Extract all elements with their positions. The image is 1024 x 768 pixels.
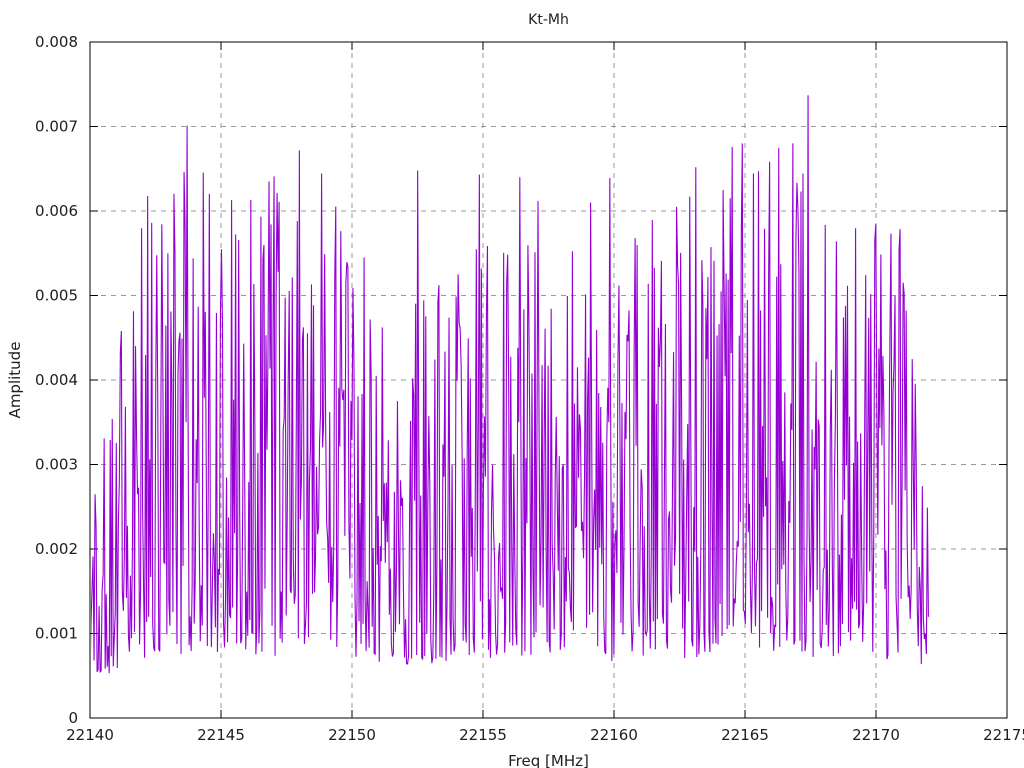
chart-title: Kt-Mh — [528, 12, 569, 28]
y-axis-title: Amplitude — [6, 342, 24, 419]
y-tick-label: 0 — [68, 709, 78, 727]
y-tick-label: 0.006 — [35, 202, 78, 220]
y-tick-label: 0.002 — [35, 540, 78, 558]
data-series-kt-mh — [91, 95, 929, 674]
x-tick-label: 22160 — [590, 726, 638, 744]
y-tick-label: 0.008 — [35, 33, 78, 51]
y-tick-label: 0.007 — [35, 118, 78, 136]
x-tick-label: 22170 — [852, 726, 900, 744]
x-axis-title: Freq [MHz] — [508, 752, 589, 768]
y-tick-label: 0.004 — [35, 371, 78, 389]
y-tick-label: 0.001 — [35, 625, 78, 643]
x-axis-tick-labels: 22140 22145 22150 22155 22160 22165 22170 22175 — [66, 726, 1024, 744]
x-tick-label: 22165 — [721, 726, 769, 744]
y-axis-tick-labels: 0 0.001 0.002 0.003 0.004 0.005 0.006 0.007 0.00… — [35, 33, 78, 727]
x-tick-label: 22175 — [983, 726, 1024, 744]
x-tick-label: 22145 — [197, 726, 245, 744]
y-tick-label: 0.005 — [35, 287, 78, 305]
x-tick-label: 22155 — [459, 726, 507, 744]
x-tick-label: 22150 — [328, 726, 376, 744]
data-series-layer — [91, 95, 929, 674]
plot-border — [89, 41, 1008, 719]
y-tick-label: 0.003 — [35, 456, 78, 474]
x-tick-label: 22140 — [66, 726, 114, 744]
